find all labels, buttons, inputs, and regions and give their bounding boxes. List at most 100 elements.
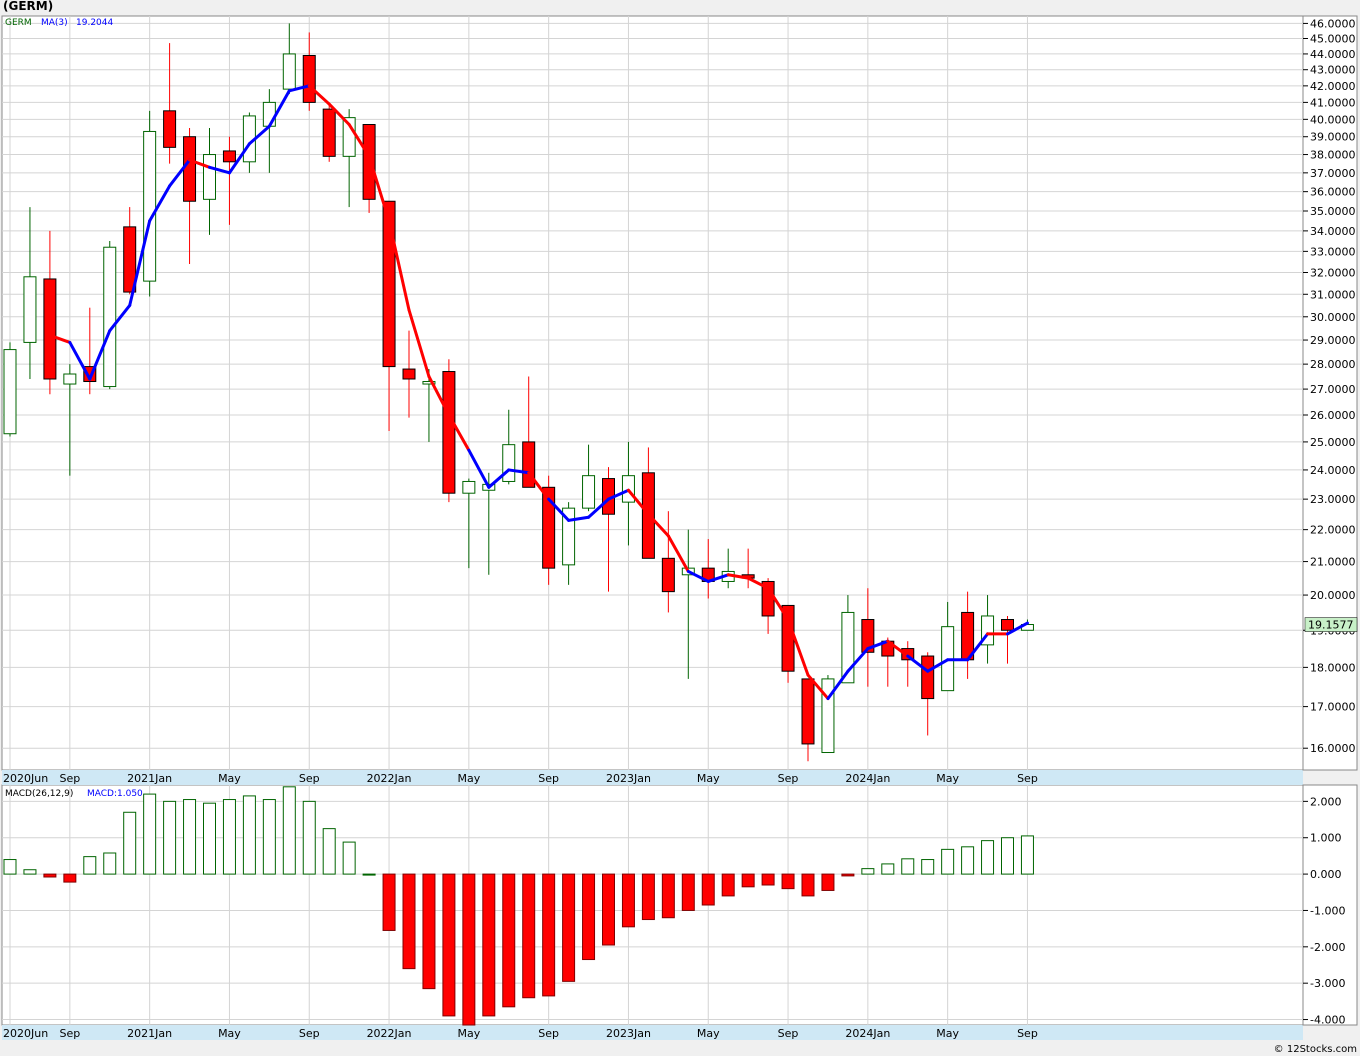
price-tick-label: 25.0000 [1310, 436, 1356, 449]
candle-body [143, 130, 157, 282]
candle [562, 502, 576, 585]
candle-body [542, 486, 556, 569]
price-tick-label: 38.0000 [1310, 149, 1356, 162]
price-tick-label: 17.0000 [1310, 701, 1356, 714]
price-tick-label: 35.0000 [1310, 205, 1356, 218]
macd-bar [203, 802, 216, 875]
price-tick-label: 33.0000 [1310, 245, 1356, 258]
macd-bar [1001, 837, 1014, 875]
macd-bar [661, 873, 675, 919]
macd-bar [841, 873, 855, 877]
ma3-segment [1006, 621, 1029, 636]
price-tick-label: 23.0000 [1310, 493, 1356, 506]
candle [861, 588, 875, 687]
macd-bar [701, 873, 715, 906]
macd-bar [801, 873, 815, 897]
candle-body [23, 276, 37, 343]
macd-bar [821, 873, 835, 891]
macd-bar [602, 873, 615, 946]
price-tick-label: 20.0000 [1310, 589, 1356, 602]
candle-body [841, 611, 855, 684]
macd-bar [282, 786, 296, 875]
ma3-segment [746, 576, 770, 590]
ma3-segment [327, 102, 351, 127]
candle-body [462, 480, 476, 494]
date-tick-label: 2022Jan [367, 1027, 412, 1040]
candle [143, 110, 157, 297]
price-tick-label: 43.0000 [1310, 64, 1356, 77]
macd-bar [222, 799, 236, 875]
candle [402, 330, 416, 418]
candle-body [302, 54, 316, 103]
macd-bar [542, 873, 556, 997]
chart-title: (GERM) [3, 0, 53, 13]
candle [821, 675, 835, 754]
ma3-line [48, 84, 1029, 701]
macd-bar [462, 873, 476, 1026]
macd-bar [163, 800, 177, 875]
price-tick-label: 27.0000 [1310, 383, 1356, 396]
macd-tick-label: -4.000 [1310, 1014, 1345, 1027]
ma3-segment [407, 308, 431, 379]
date-tick-label: 2020Jun [3, 1027, 48, 1040]
macd-bar [502, 873, 516, 1008]
candle [23, 207, 37, 380]
candle-body [282, 53, 296, 90]
price-legend: GERM MA(3) 19.2044 [5, 18, 113, 28]
candle-body [382, 200, 396, 368]
date-tick-label: May [936, 772, 959, 785]
ma3-segment [686, 569, 710, 583]
date-tick-label: 2020Jun [3, 772, 48, 785]
candlesticks [3, 23, 1034, 762]
price-tick-label: 36.0000 [1310, 186, 1356, 199]
candle-body [103, 246, 117, 388]
last-price-label: 19.1577 [1308, 619, 1354, 632]
candle-body [861, 619, 875, 653]
candle [1001, 615, 1014, 664]
macd-bar [83, 856, 97, 875]
candle-body [422, 381, 436, 385]
macd-bar [242, 795, 256, 875]
date-tick-label: 2024Jan [845, 1027, 890, 1040]
candle [582, 444, 596, 512]
macd-bar [482, 873, 496, 1017]
candle [422, 369, 436, 442]
macd-bar [143, 793, 157, 875]
date-tick-label: May [218, 772, 241, 785]
ma3-segment [626, 488, 650, 516]
ma3-segment [88, 329, 112, 381]
macd-bar [103, 852, 117, 875]
legend-symbol: GERM [5, 18, 32, 28]
macd-bar [621, 873, 635, 928]
ma3-segment [507, 468, 531, 475]
date-tick-label: May [218, 1027, 241, 1040]
macd-bar [183, 799, 197, 875]
candle [841, 595, 855, 684]
macd-bar [422, 873, 436, 990]
date-tick-label: Sep [59, 1027, 80, 1040]
price-tick-label: 29.0000 [1310, 334, 1356, 347]
ma3-segment [247, 124, 271, 146]
macd-bar [562, 873, 576, 982]
ma3-segment [646, 512, 670, 538]
candle [282, 23, 296, 95]
legend-ma-value: 19.2044 [76, 18, 113, 28]
ma3-segment [267, 89, 291, 128]
price-tick-label: 41.0000 [1310, 96, 1356, 109]
candle-body [502, 444, 516, 482]
macd-bar [382, 873, 396, 931]
macd-legend: MACD(26,12,9) MACD:1.050 [5, 789, 143, 799]
price-tick-label: 34.0000 [1310, 225, 1356, 238]
ma3-segment [886, 639, 910, 658]
gridlines: 16.000017.000018.000019.000020.000021.00… [2, 16, 1356, 1040]
candle-body [63, 373, 77, 385]
macd-bar [123, 811, 137, 875]
macd-bar [641, 873, 655, 921]
candle [462, 478, 476, 569]
ma3-segment [227, 142, 251, 175]
candle-body [362, 124, 376, 200]
macd-bar [1020, 835, 1034, 875]
date-tick-label: May [697, 772, 720, 785]
ma3-segment [666, 534, 690, 573]
price-tick-label: 26.0000 [1310, 409, 1356, 422]
